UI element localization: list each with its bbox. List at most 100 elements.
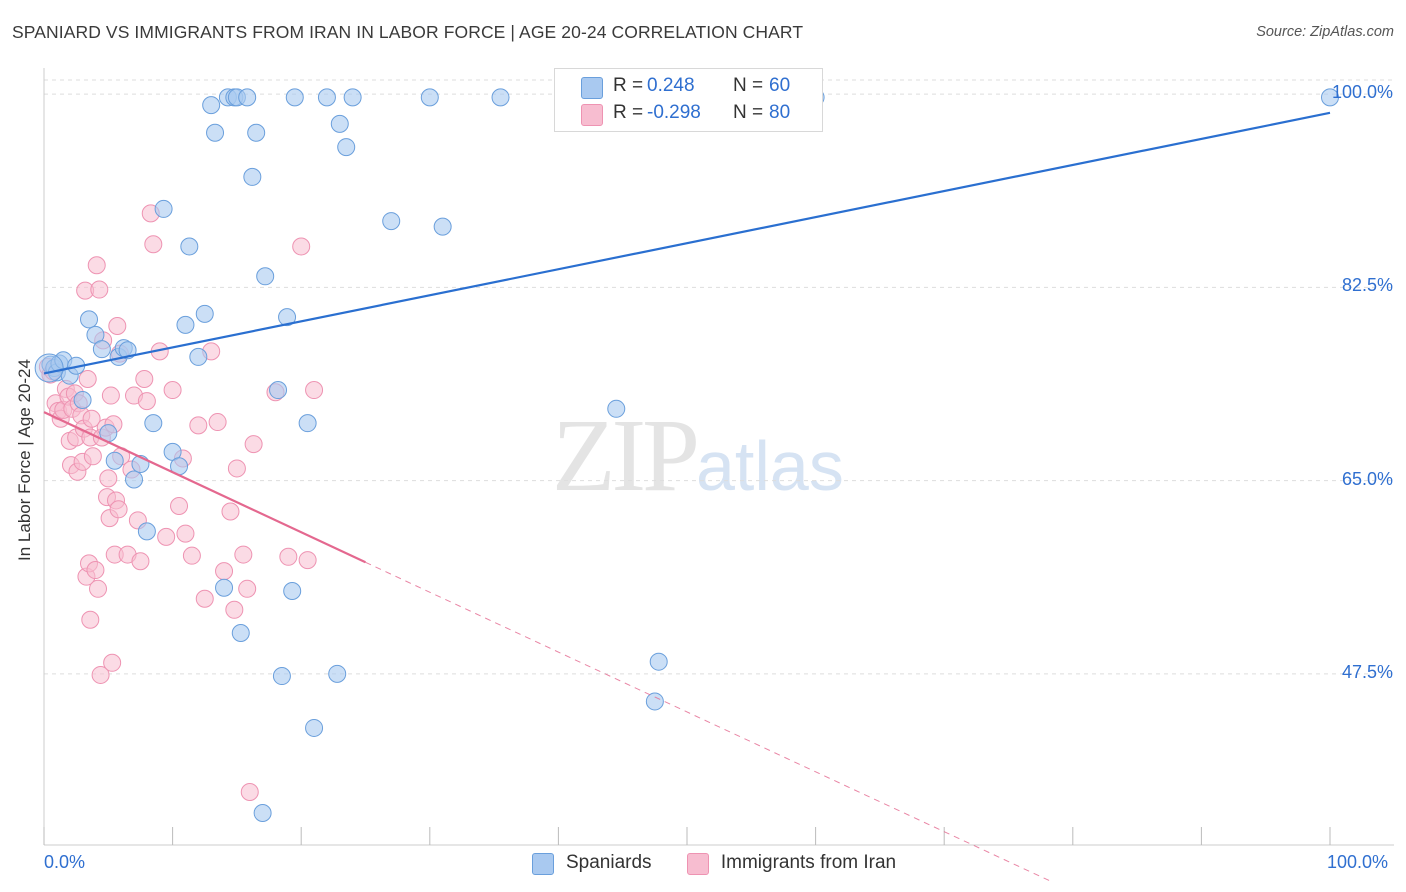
legend-r-label: R = [613, 102, 644, 123]
iran-point [81, 610, 100, 629]
iran-point [305, 381, 324, 400]
spaniard-point [176, 315, 195, 334]
legend-n-value: 60 [769, 75, 791, 96]
iran-point [99, 469, 118, 488]
iran-point [144, 235, 163, 254]
spaniard-point [343, 88, 362, 107]
spaniard-point [317, 88, 336, 107]
spaniard-point [118, 341, 137, 360]
spaniard-point [105, 451, 124, 470]
spaniard-point [382, 212, 401, 231]
spaniard-point [285, 88, 304, 107]
spaniard-point [92, 340, 111, 359]
spaniard-point [125, 470, 144, 489]
iran-point [215, 562, 234, 581]
legend-n-label: N = [733, 75, 764, 96]
iran-point [157, 527, 176, 546]
spaniard-point [137, 522, 156, 541]
legend-swatch-blue [581, 77, 603, 99]
iran-point [78, 369, 97, 388]
spaniard-point [272, 667, 291, 686]
legend-swatch-iran [686, 853, 709, 875]
iran-point [182, 546, 201, 565]
iran-point [238, 579, 257, 598]
legend-label-spaniards: Spaniards [566, 852, 652, 873]
y-tick-label: 47.5% [1341, 661, 1393, 682]
iran-point [298, 551, 317, 570]
legend-swatch-pink [581, 104, 603, 126]
iran-point [208, 413, 227, 432]
iran-point [195, 589, 214, 608]
chart-title: SPANIARD VS IMMIGRANTS FROM IRAN IN LABO… [12, 22, 804, 42]
iran-points [38, 204, 324, 801]
iran-point [90, 280, 109, 299]
spaniard-point [180, 237, 199, 256]
spaniard-point [298, 414, 317, 433]
y-tick-label: 82.5% [1341, 275, 1393, 296]
watermark-atlas: atlas [696, 427, 844, 505]
spaniard-point [195, 304, 214, 323]
spaniard-point [73, 390, 92, 409]
watermark: ZIPatlas [552, 396, 844, 515]
spaniard-point [256, 267, 275, 286]
spaniard-point [189, 347, 208, 366]
spaniard-point [206, 123, 225, 142]
y-axis-label: In Labor Force | Age 20-24 [15, 359, 34, 561]
iran-point [137, 392, 156, 411]
spaniard-cluster-point [34, 353, 64, 383]
spaniard-point [269, 381, 288, 400]
spaniard-point [278, 308, 297, 327]
spaniard-point [144, 414, 163, 433]
legend-n-label: N = [733, 102, 764, 123]
legend-item-spaniards[interactable]: Spaniards [532, 852, 652, 875]
axes [43, 68, 1394, 846]
iran-point [227, 459, 246, 478]
iran-point [244, 435, 263, 454]
iran-point [176, 524, 195, 543]
x-tick-label-min: 0.0% [44, 852, 86, 872]
spaniard-point [247, 123, 266, 142]
legend-r-label: R = [613, 75, 644, 96]
watermark-zip: ZIP [552, 398, 700, 513]
legend-r-value: 0.248 [647, 75, 695, 96]
iran-point [103, 653, 122, 672]
spaniard-point [215, 578, 234, 597]
spaniard-point [202, 96, 221, 115]
iran-trend-extension [365, 561, 1054, 883]
iran-point [108, 316, 127, 335]
spaniard-point [238, 88, 257, 107]
spaniard-point [645, 692, 664, 711]
iran-point [292, 237, 311, 256]
y-tick-label: 100.0% [1331, 82, 1393, 103]
legend-label-iran: Immigrants from Iran [720, 852, 897, 873]
iran-point [234, 545, 253, 564]
iran-point [83, 447, 102, 466]
spaniard-point [154, 199, 173, 218]
iran-point [240, 782, 259, 801]
iran-trend-line [43, 411, 366, 564]
iran-point [109, 500, 128, 519]
iran-point [86, 561, 105, 580]
spaniard-point [433, 217, 452, 236]
iran-point [163, 381, 182, 400]
spaniard-point [231, 623, 250, 642]
trend-lines [43, 111, 1331, 883]
stats-legend: R = 0.248 N = 60 R = -0.298 N = 80 [554, 68, 823, 132]
spaniard-point [649, 652, 668, 671]
spaniard-point [243, 167, 262, 186]
iran-point [221, 502, 240, 521]
spaniard-point [491, 88, 510, 107]
iran-point [87, 256, 106, 275]
legend-r-value: -0.298 [647, 102, 701, 123]
iran-point [279, 547, 298, 566]
legend-item-iran[interactable]: Immigrants from Iran [686, 852, 897, 875]
spaniard-point [337, 138, 356, 157]
y-tick-label: 65.0% [1341, 468, 1393, 489]
iran-point [135, 369, 154, 388]
spaniard-point [253, 803, 272, 822]
iran-point [101, 386, 120, 405]
iran-point [170, 496, 189, 515]
spaniard-point [330, 114, 349, 133]
x-tick-label-max: 100.0% [1327, 852, 1389, 872]
spaniard-point [80, 310, 99, 329]
